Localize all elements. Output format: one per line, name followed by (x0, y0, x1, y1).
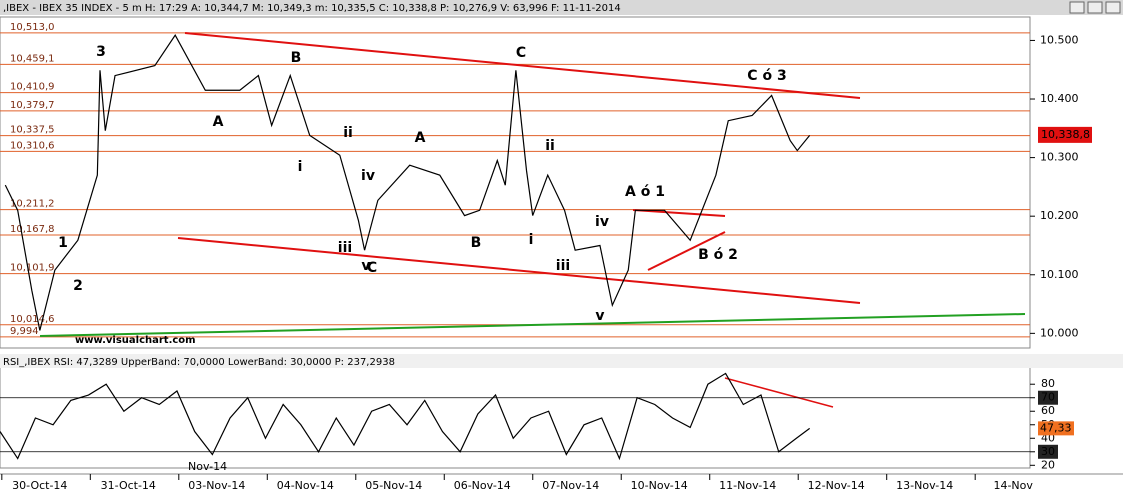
price-line (4, 34, 811, 331)
wave-label: B (291, 50, 302, 66)
wave-label: C (516, 45, 526, 61)
chart-title: ,IBEX - IBEX 35 INDEX - 5 m H: 17:29 A: … (3, 3, 621, 14)
wave-label: 3 (96, 44, 106, 60)
wave-label: C (367, 260, 377, 276)
level-label: 10,310,6 (10, 140, 55, 151)
rsi-current-box (1038, 421, 1074, 436)
y-tick-label: 10.000 (1040, 326, 1079, 339)
period-label: Nov-14 (188, 460, 227, 473)
level-label: 10,337,5 (10, 125, 55, 136)
y-tick-label: 10.200 (1040, 209, 1079, 222)
wave-label: 1 (58, 235, 68, 251)
trendline (632, 209, 726, 217)
wave-label: i (529, 232, 534, 248)
rsi-y-tick-label: 60 (1041, 404, 1055, 417)
trendline (184, 32, 861, 99)
current-price-box (1038, 126, 1092, 143)
x-tick-label: 14-Nov (993, 479, 1033, 492)
wave-label: A (213, 114, 224, 130)
rsi-y-tick-label: 20 (1041, 458, 1055, 471)
rsi-y-tick-label: 80 (1041, 377, 1055, 390)
rsi-panel (0, 354, 1031, 469)
x-tick-label: 06-Nov-14 (454, 479, 511, 492)
wave-label: i (298, 159, 303, 175)
rsi-header-bar (0, 354, 1123, 368)
x-tick-label: 10-Nov-14 (631, 479, 688, 492)
wave-label: iii (556, 258, 570, 274)
rsi-current-label: 47,33 (1040, 421, 1072, 434)
level-label: 10,167,8 (10, 224, 55, 235)
y-tick-label: 10.100 (1040, 268, 1079, 281)
level-label: 10,379,7 (10, 100, 55, 111)
wave-label: ii (343, 125, 353, 141)
y-tick-label: 10.500 (1040, 33, 1079, 46)
rsi-line (0, 372, 811, 461)
level-label: 10,014,6 (10, 314, 55, 325)
rsi-y-tick-label: 30 (1041, 445, 1055, 458)
level-label: 10,410,9 (10, 82, 55, 93)
trendline (39, 313, 1026, 337)
watermark: www.visualchart.com (75, 335, 196, 346)
wave-label: A ó 1 (625, 184, 665, 200)
price-panel (0, 16, 1031, 349)
x-tick-label: 11-Nov-14 (719, 479, 776, 492)
x-tick-label: 30-Oct-14 (12, 479, 67, 492)
wave-label: v (361, 258, 370, 274)
x-tick-label: 12-Nov-14 (808, 479, 865, 492)
y-tick-label: 10.400 (1040, 92, 1079, 105)
wave-label: iv (595, 214, 609, 230)
level-label: 10,211,2 (10, 199, 55, 210)
level-label: 10,101,9 (10, 263, 55, 274)
wave-label: B (471, 235, 482, 251)
current-price-label: 10,338,8 (1041, 128, 1090, 141)
trendline (177, 237, 861, 304)
wave-label: ii (545, 138, 555, 154)
trendline (647, 231, 726, 271)
band-box (1038, 390, 1058, 405)
x-tick-label: 04-Nov-14 (277, 479, 334, 492)
header-bar (0, 0, 1123, 15)
level-label: 10,513,0 (10, 22, 55, 33)
x-tick-label: 31-Oct-14 (101, 479, 156, 492)
wave-label: C ó 3 (747, 68, 786, 84)
y-tick-label: 10.300 (1040, 151, 1079, 164)
wave-label: B ó 2 (698, 247, 738, 263)
wave-label: iv (361, 168, 375, 184)
trendline (724, 377, 834, 408)
rsi-y-tick-label: 70 (1041, 391, 1055, 404)
level-label: 10,459,1 (10, 53, 55, 64)
x-tick-label: 13-Nov-14 (896, 479, 953, 492)
band-box (1038, 444, 1058, 459)
wave-label: A (415, 130, 426, 146)
wave-label: 2 (73, 278, 83, 294)
minimize-button[interactable] (1069, 1, 1085, 14)
wave-label: v (595, 308, 604, 324)
level-label: 9,994 (10, 326, 39, 337)
x-tick-label: 05-Nov-14 (365, 479, 422, 492)
x-tick-label: 03-Nov-14 (188, 479, 245, 492)
wave-label: iii (338, 240, 352, 256)
maximize-button[interactable] (1087, 1, 1103, 14)
close-button[interactable] (1105, 1, 1121, 14)
rsi-title: RSI_,IBEX RSI: 47,3289 UpperBand: 70,000… (3, 357, 395, 368)
x-tick-label: 07-Nov-14 (542, 479, 599, 492)
